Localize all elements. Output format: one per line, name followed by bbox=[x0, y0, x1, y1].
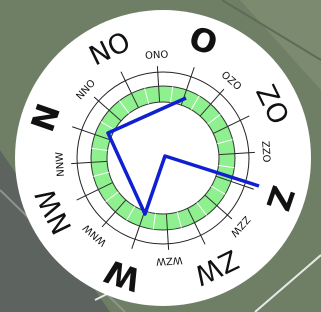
direction-label: NNW bbox=[54, 151, 67, 177]
direction-label: ZZO bbox=[259, 141, 271, 163]
map-view: NNNONOONOOOZOZOZZOZZZWZWWZWWWNWNWNNW bbox=[0, 0, 321, 312]
direction-label: ONO bbox=[145, 49, 169, 61]
page: NNNONOONOOOZOZOZZOZZZWZWWZWWWNWNWNNW (()… bbox=[0, 0, 321, 312]
direction-label: WZW bbox=[156, 254, 183, 267]
